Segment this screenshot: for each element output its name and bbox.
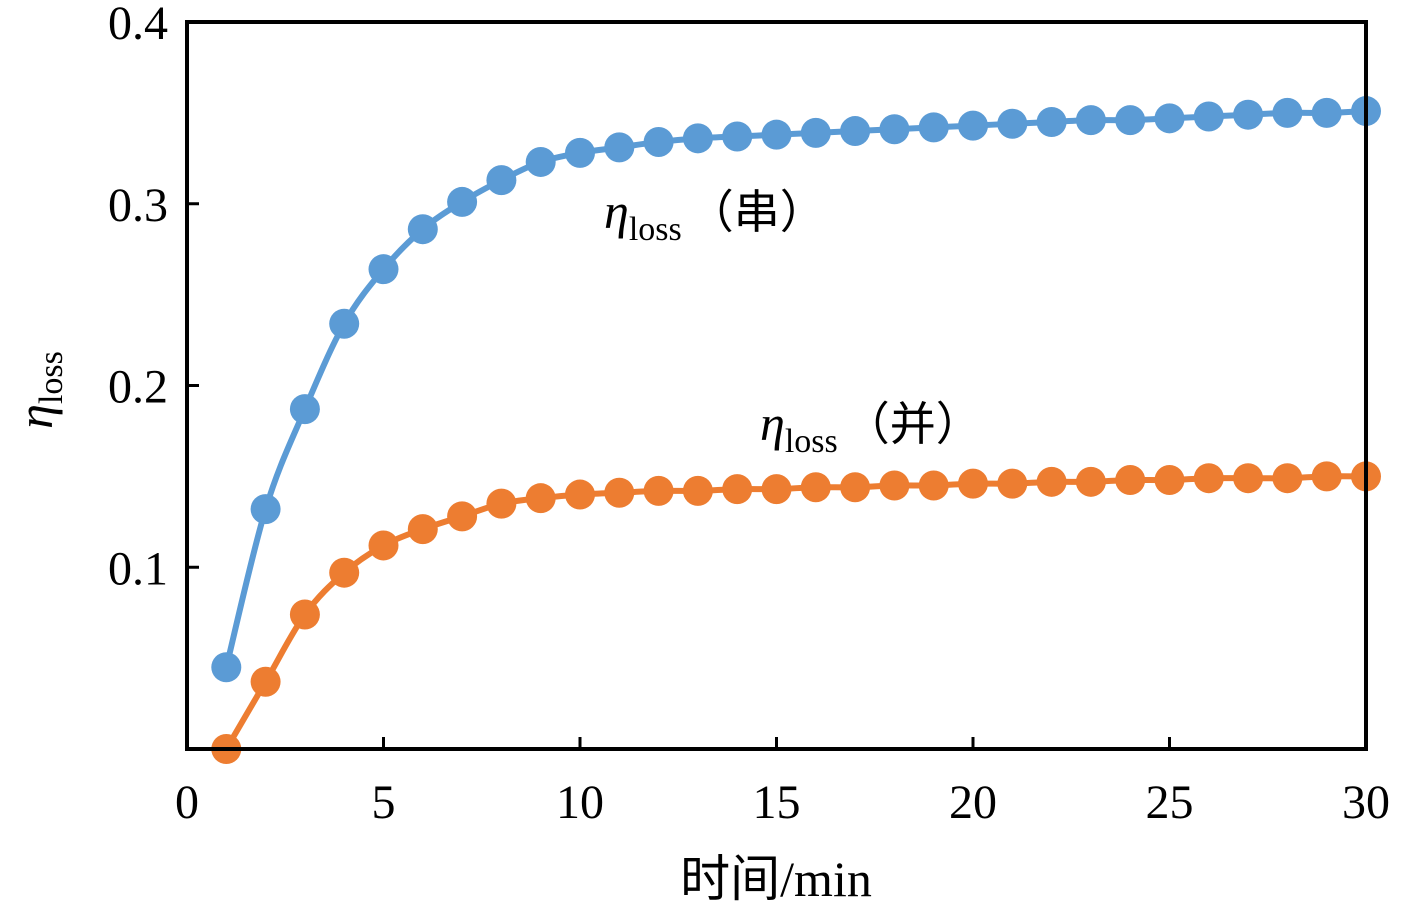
x-tick-label: 15 [753,776,801,829]
x-tick-label: 25 [1146,776,1194,829]
data-point [447,501,478,532]
data-point [1311,461,1342,492]
data-point [604,477,635,508]
data-point [1193,463,1224,494]
data-point [1075,105,1106,136]
series-label-bing-text: （并） [844,397,982,451]
data-point [958,110,988,141]
y-tick-label: 0.2 [108,361,168,414]
series-label-bing-symbol: η [760,395,785,451]
data-point [997,108,1028,139]
data-point [486,165,517,196]
y-tick-label: 0.4 [108,0,168,50]
data-point [997,468,1028,499]
data-point [525,483,556,514]
data-point [840,116,871,147]
data-point [368,530,399,561]
x-tick-label: 30 [1342,776,1390,829]
data-point [761,474,792,505]
y-tick-label: 0.1 [108,542,168,595]
data-point [1233,463,1264,494]
data-point [1115,465,1146,496]
data-point [329,557,360,588]
data-point [761,119,792,150]
data-point [800,117,831,148]
data-point [800,472,831,503]
x-tick-label: 5 [372,776,396,829]
data-point [1272,97,1303,128]
data-point [250,666,281,697]
data-point [407,514,438,545]
data-point [1036,106,1067,137]
data-point [329,308,360,339]
data-point [1115,105,1146,136]
data-point [840,472,871,503]
data-point [682,475,713,506]
data-point [525,146,556,177]
data-point [1233,99,1264,130]
y-tick-label: 0.3 [108,179,168,232]
y-axis-title: ηloss [7,351,70,429]
tick-labels: 0 5 10 15 20 25 30 0.1 0.2 0.3 0.4 [108,0,1390,829]
data-point [958,468,988,499]
series-label-chuan-symbol: η [604,183,629,239]
data-point [565,479,595,510]
series-label-chuan-subscript: loss [629,211,682,248]
series-label-chuan-text: （串） [688,185,826,239]
data-point [447,186,478,217]
series-label-bing: ηloss （并） [760,395,982,460]
data-point [604,132,635,163]
svg-text:ηloss: ηloss [7,351,70,429]
x-tick-label: 20 [949,776,997,829]
y-axis-title-subscript: loss [33,351,70,404]
data-point [682,123,713,154]
data-point [918,112,949,143]
data-point [1193,101,1224,132]
series-label-bing-subscript: loss [785,423,838,460]
data-point [1075,466,1106,497]
data-point [643,475,674,506]
x-tick-label: 0 [175,776,199,829]
y-axis-title-symbol: η [7,404,63,429]
data-point [368,254,399,285]
data-point [407,214,438,245]
data-point [1272,463,1303,494]
plot-frame [185,20,1368,751]
data-point [1311,97,1342,128]
data-point [289,599,320,630]
data-point [1036,466,1067,497]
data-point [918,470,949,501]
data-point [211,652,242,683]
data-point [486,488,517,519]
data-point [722,121,753,152]
data-point [722,474,753,505]
series-line-bing [223,473,1367,751]
data-point [1154,103,1185,134]
x-axis-title: 时间/min [680,851,872,906]
data-point [565,137,595,168]
data-point [1154,465,1185,496]
data-point [250,494,281,525]
series-label-chuan: ηloss （串） [604,183,826,248]
data-point [289,394,320,425]
x-tick-label: 10 [556,776,604,829]
data-point [879,114,910,145]
data-point [879,470,910,501]
data-point [643,126,674,157]
